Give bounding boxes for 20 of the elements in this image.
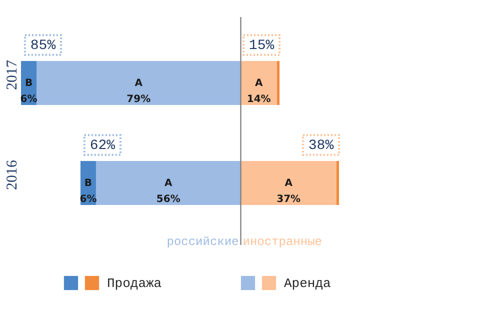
bar	[336, 161, 339, 205]
annotation: 15%	[248, 38, 275, 54]
data-label: А 56%	[156, 178, 180, 205]
bar	[240, 161, 336, 205]
data-label: А 37%	[276, 178, 301, 205]
annotation: иностранные	[242, 235, 322, 249]
y-tick-label: 2016	[4, 160, 20, 190]
annotation: 38%	[308, 138, 334, 154]
legend-label: Аренда	[284, 276, 332, 291]
annotation: российские	[166, 235, 239, 249]
annotation: 62%	[90, 138, 116, 154]
y-tick-label: 2017	[4, 60, 20, 90]
bar	[240, 61, 277, 105]
legend-label: Продажа	[107, 276, 162, 291]
data-label: А 79%	[126, 78, 151, 105]
bar	[96, 161, 241, 205]
bar	[276, 61, 280, 105]
bar	[36, 61, 241, 105]
annotation: 85%	[30, 38, 56, 54]
data-label: А 14%	[246, 78, 271, 105]
